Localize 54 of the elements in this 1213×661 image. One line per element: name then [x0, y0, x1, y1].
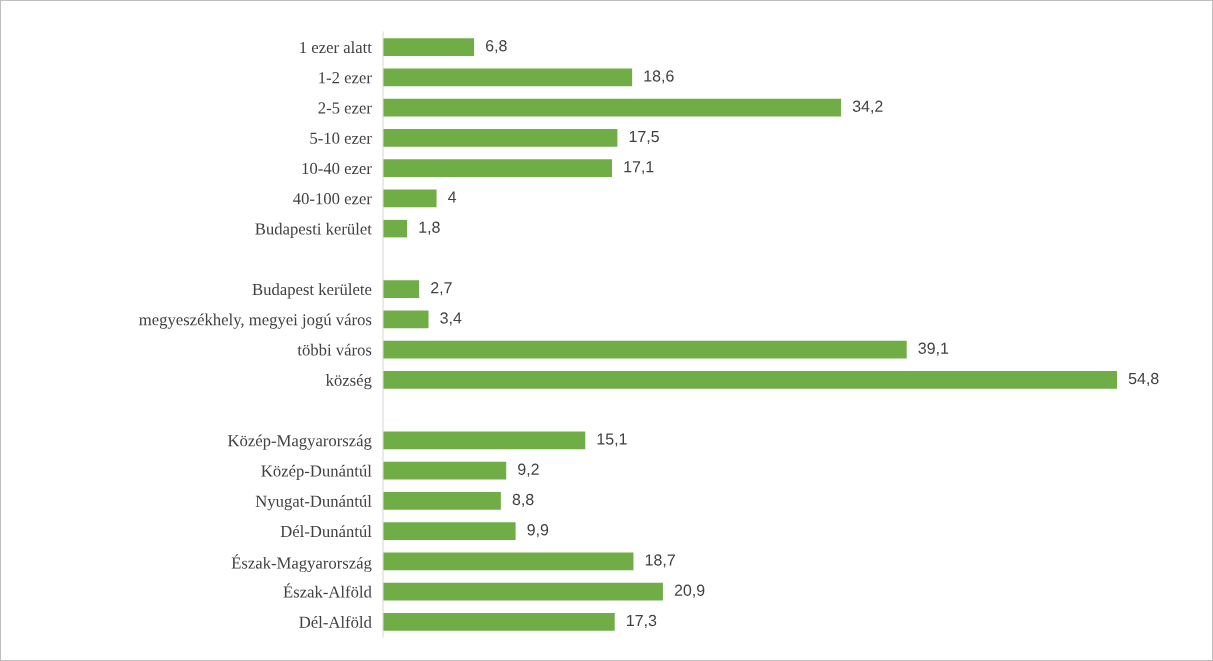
bar: [383, 38, 475, 56]
data-label: 39,1: [918, 342, 949, 356]
bar: [383, 129, 618, 147]
data-label: 18,6: [644, 70, 674, 84]
data-label: 2,7: [431, 282, 452, 296]
data-label: 18,7: [645, 554, 675, 568]
y-tick-label: Észak-Alföld: [283, 583, 372, 598]
data-label: 9,9: [527, 524, 549, 538]
bar: [383, 582, 663, 601]
data-label: 20,9: [674, 584, 705, 598]
bar: [383, 219, 408, 238]
y-tick-label: 1 ezer alatt: [300, 41, 372, 54]
data-label: 8,8: [512, 493, 534, 508]
bar: [383, 68, 633, 87]
data-label: 17,1: [624, 161, 654, 175]
y-tick-label: Közép-Magyarország: [227, 434, 372, 450]
bar: [383, 159, 613, 177]
data-label: 17,3: [627, 614, 657, 629]
y-tick-label: többi város: [297, 343, 372, 356]
y-tick-label: 10-40 ezer: [302, 162, 372, 175]
bar: [383, 310, 429, 329]
bar: [383, 431, 586, 450]
bar: [383, 371, 1117, 389]
bar: [383, 461, 507, 480]
y-tick-label: Észak-Magyarország: [231, 554, 372, 573]
y-tick-label: 1-2 ezer: [319, 72, 372, 84]
data-label: 9,2: [518, 463, 539, 477]
data-label: 34,2: [852, 100, 883, 114]
y-tick-label: megyeszékhely, megyei jogú város: [139, 313, 372, 329]
data-label: 3,4: [440, 312, 462, 326]
data-label: 1,8: [419, 221, 440, 235]
bar: [383, 492, 501, 510]
y-tick-label: 40-100 ezer: [293, 193, 372, 205]
data-label: 4: [448, 191, 457, 203]
y-tick-label: Budapesti kerület: [255, 222, 372, 238]
bar: [383, 552, 634, 571]
y-tick-label: 2-5 ezer: [318, 102, 372, 114]
bar: [383, 280, 420, 298]
bar: [383, 522, 516, 540]
data-label: 54,8: [1128, 372, 1159, 387]
y-tick-label: Dél-Alföld: [299, 615, 372, 628]
data-label: 6,8: [486, 40, 507, 54]
y-tick-label: 5-10 ezer: [310, 132, 372, 144]
y-tick-label: Közép-Dunántúl: [261, 464, 372, 480]
y-tick-label: Dél-Dunántúl: [280, 525, 372, 538]
data-label: 17,5: [629, 131, 659, 145]
y-tick-label: község: [325, 374, 372, 390]
bar: [383, 98, 842, 117]
bar: [383, 189, 437, 208]
y-tick-label: Nyugat-Dunántúl: [255, 495, 372, 511]
bar: [383, 613, 615, 631]
bar: [383, 340, 907, 359]
y-tick-label: Budapest kerülete: [252, 283, 372, 299]
data-label: 15,1: [597, 433, 627, 447]
